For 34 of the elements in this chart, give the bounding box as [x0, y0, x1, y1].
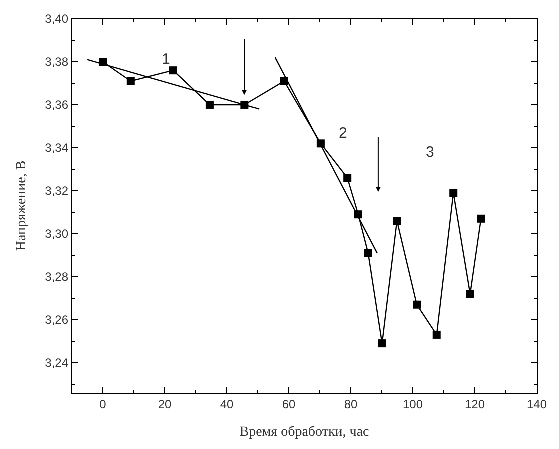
point	[206, 100, 214, 109]
x-tick-label: 0	[100, 398, 107, 412]
point	[466, 290, 474, 298]
x-tick-label: 100	[402, 398, 424, 412]
x-tick-label: 60	[282, 398, 296, 412]
point	[364, 249, 372, 258]
y-tick-label: 3,32	[45, 184, 69, 198]
y-tick-label: 3,38	[45, 55, 69, 70]
point	[126, 77, 135, 86]
x-tick-label: 20	[158, 398, 172, 412]
x-tick-label: 120	[464, 398, 486, 412]
y-axis-title: Напряжение, В	[14, 160, 30, 252]
point	[450, 189, 458, 198]
annotation: 3	[426, 144, 434, 161]
y-tick-label: 3,36	[45, 98, 69, 112]
y-tick-label: 3,40	[45, 12, 69, 26]
point	[344, 174, 352, 182]
annotation: 2	[339, 125, 348, 142]
y-tick-label: 3,30	[45, 227, 69, 242]
x-tick-label: 80	[344, 398, 358, 412]
point	[477, 214, 486, 223]
y-tick-label: 3,34	[45, 141, 69, 156]
point	[378, 340, 386, 348]
point	[432, 330, 441, 339]
point	[169, 66, 178, 75]
y-tick-label: 3,26	[45, 313, 69, 328]
annotation: 1	[162, 51, 170, 68]
y-tick-label: 3,24	[45, 356, 69, 370]
x-tick-label: 140	[526, 398, 548, 412]
point	[413, 300, 422, 309]
x-axis-title: Время обработки, час	[240, 424, 370, 440]
point	[393, 217, 402, 226]
x-tick-label: 40	[220, 398, 234, 412]
y-tick-label: 3,28	[45, 270, 69, 284]
